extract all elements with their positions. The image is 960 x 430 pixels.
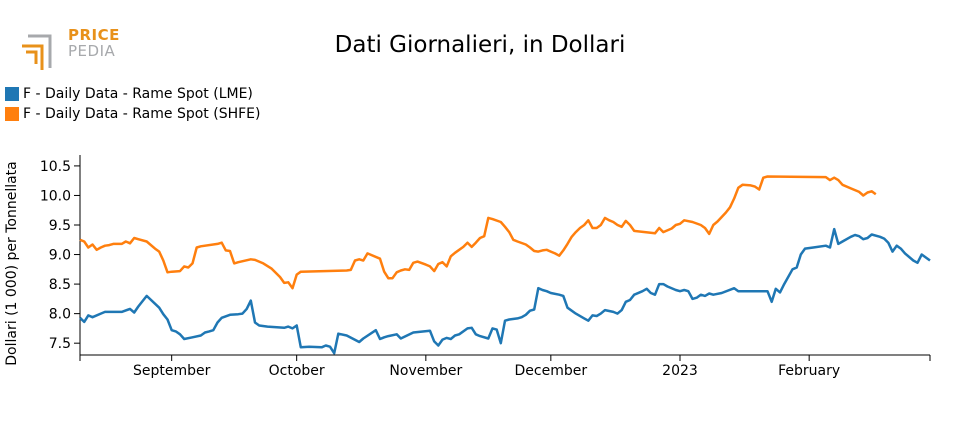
line-chart: 7.5 8.0 8.5 9.0 9.5 10.0 10.5 September October N…: [4, 155, 931, 379]
logo-text-pedia: PEDIA: [68, 42, 116, 60]
y-tick-label: 7.5: [49, 336, 71, 352]
y-tick-label: 9.0: [49, 248, 71, 264]
y-tick-label: 10.5: [40, 159, 71, 175]
legend-swatch-lme: [5, 87, 19, 101]
chart-title: Dati Giornalieri, in Dollari: [334, 32, 626, 58]
x-tick-label: 2023: [662, 363, 698, 379]
x-tick-label: September: [133, 363, 211, 379]
x-tick-label: February: [778, 363, 840, 379]
legend-label-shfe: F - Daily Data - Rame Spot (SHFE): [23, 106, 261, 122]
x-tick-label: November: [389, 363, 462, 379]
pricepedia-logo[interactable]: PRICE PEDIA: [20, 24, 130, 74]
y-axis-label: Dollari (1 000) per Tonnellata: [4, 161, 20, 365]
series-line-lme: [79, 227, 931, 355]
x-tick-label: October: [269, 363, 325, 379]
legend-item-shfe[interactable]: F - Daily Data - Rame Spot (SHFE): [5, 104, 260, 124]
series-line-shfe: [79, 175, 877, 290]
logo-text-price: PRICE: [68, 26, 120, 44]
legend-item-lme[interactable]: F - Daily Data - Rame Spot (LME): [5, 84, 260, 104]
y-tick-label: 8.0: [49, 307, 71, 323]
legend-swatch-shfe: [5, 107, 19, 121]
y-tick-label: 8.5: [49, 277, 71, 293]
chart-lines: [79, 175, 931, 355]
y-tick-label: 9.5: [49, 218, 71, 234]
x-tick-label: December: [515, 363, 588, 379]
legend-label-lme: F - Daily Data - Rame Spot (LME): [23, 86, 253, 102]
pricepedia-logo-icon: [22, 34, 52, 70]
chart-legend: F - Daily Data - Rame Spot (LME) F - Dai…: [5, 84, 260, 124]
chart-axes: 7.5 8.0 8.5 9.0 9.5 10.0 10.5 September October N…: [40, 155, 931, 379]
y-tick-label: 10.0: [40, 188, 71, 204]
